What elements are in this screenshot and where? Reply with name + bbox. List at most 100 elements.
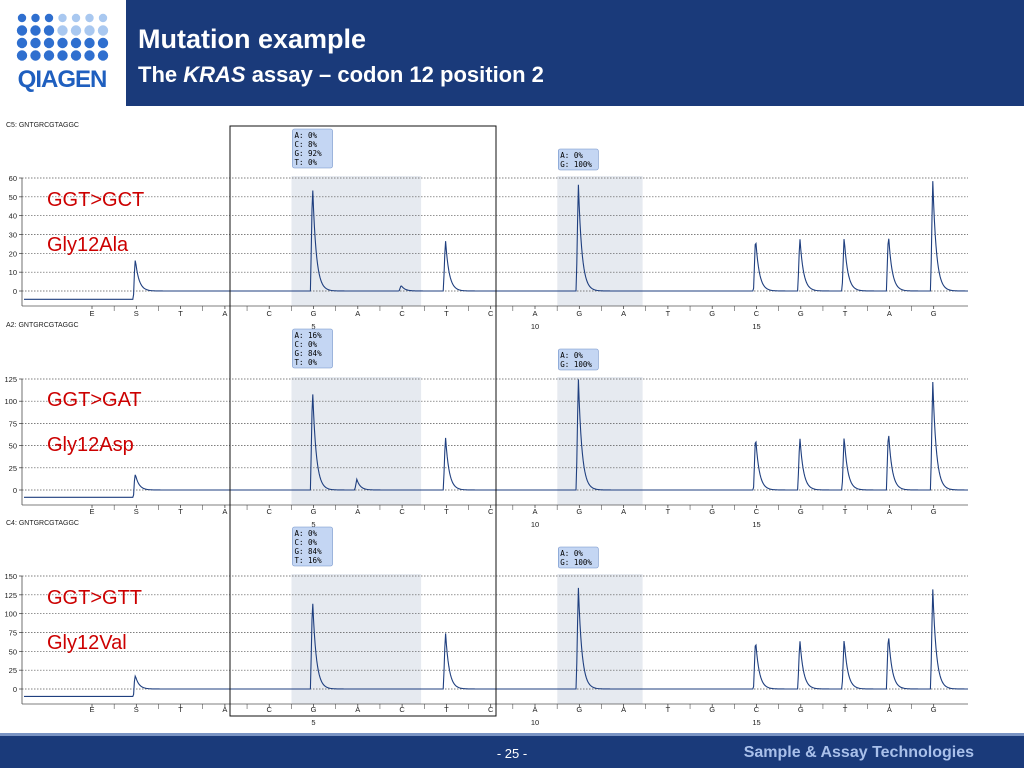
dispensation-label: G <box>709 507 715 516</box>
allele-percent-label: G: 84% <box>295 349 323 358</box>
logo-dot <box>43 37 55 49</box>
allele-percent-label: T: 0% <box>295 158 318 167</box>
dispensation-label: C <box>754 309 760 318</box>
allele-percent-box <box>557 348 599 371</box>
y-tick-label: 0 <box>13 486 17 495</box>
dispensation-label: G <box>311 309 317 318</box>
dispensation-label: T <box>444 507 449 516</box>
y-tick-label: 100 <box>4 610 17 619</box>
dispensation-label: G <box>576 309 582 318</box>
logo-dot <box>97 50 109 61</box>
dispensation-label: A <box>621 507 626 516</box>
page-number: - 25 - <box>496 746 528 761</box>
dispensation-label: G <box>798 705 804 714</box>
y-tick-label: 25 <box>9 666 17 675</box>
page-subtitle: The KRAS assay – codon 12 position 2 <box>138 62 544 88</box>
dispensation-label: G <box>576 705 582 714</box>
dispensation-label: C <box>399 705 405 714</box>
y-tick-label: 75 <box>9 419 17 428</box>
dispensation-label: G <box>931 507 937 516</box>
allele-percent-box <box>292 328 333 369</box>
logo-dot <box>57 50 68 61</box>
position-label: 10 <box>531 718 539 727</box>
dispensation-label: E <box>89 309 94 318</box>
qiagen-logo: QIAGEN <box>0 0 126 106</box>
logo-dot <box>97 25 109 36</box>
logo-dot <box>57 25 68 36</box>
dispensation-label: T <box>444 705 449 714</box>
amino-acid-label: Gly12Val <box>47 632 127 654</box>
dispensation-label: G <box>798 507 804 516</box>
position-label: 10 <box>531 322 539 331</box>
dispensation-label: A <box>887 507 892 516</box>
mutation-label: GGT>GCT <box>47 189 144 211</box>
dispensation-label: E <box>89 507 94 516</box>
position-label: 15 <box>752 322 760 331</box>
allele-percent-label: A: 0% <box>560 549 583 558</box>
dispensation-label: A <box>621 705 626 714</box>
dispensation-label: T <box>178 507 183 516</box>
logo-dot <box>84 25 95 36</box>
logo-dot <box>85 13 94 23</box>
dispensation-label: A <box>532 507 537 516</box>
logo-dot <box>70 37 82 49</box>
subtitle-gene: KRAS <box>183 62 246 87</box>
y-tick-label: 75 <box>9 629 17 638</box>
allele-percent-label: A: 0% <box>295 529 318 538</box>
dispensation-label: A <box>887 309 892 318</box>
logo-dot <box>17 13 27 23</box>
dispensation-label: G <box>931 309 937 318</box>
logo-dot <box>57 37 68 49</box>
logo-dot <box>16 25 28 36</box>
position-label: 5 <box>311 520 315 529</box>
dispensation-label: C <box>754 705 760 714</box>
y-tick-label: 100 <box>4 397 17 406</box>
logo-dot <box>84 37 95 49</box>
y-tick-label: 125 <box>4 375 17 384</box>
dispensation-label: T <box>666 705 671 714</box>
y-tick-label: 0 <box>13 685 17 694</box>
variable-region <box>557 574 643 704</box>
logo-dot <box>84 50 95 61</box>
dispensation-label: E <box>89 705 94 714</box>
position-label: 15 <box>752 718 760 727</box>
logo-wordmark: QIAGEN <box>17 66 108 93</box>
dispensation-label: C <box>266 309 272 318</box>
dispensation-label: C <box>266 507 272 516</box>
pyrogram-panel-2: A2: GNTGRCGTAGGC A: 16%C: 0%G: 84%T: 0% A:… <box>4 322 968 529</box>
logo-dot <box>16 37 28 49</box>
dispensation-label: A <box>355 705 360 714</box>
dispensation-label: S <box>134 705 139 714</box>
dispensation-label: G <box>709 705 715 714</box>
y-tick-label: 50 <box>9 442 17 451</box>
allele-percent-label: A: 0% <box>560 151 583 160</box>
variable-region <box>557 176 643 306</box>
logo-dot <box>70 50 82 61</box>
subtitle-suffix: assay – codon 12 position 2 <box>245 62 544 87</box>
dispensation-label: A <box>355 507 360 516</box>
allele-percent-label: G: 92% <box>295 149 323 158</box>
dispensation-label: C <box>754 507 760 516</box>
dispensation-label: A <box>532 705 537 714</box>
dispensation-label: A <box>532 309 537 318</box>
dispensation-label: T <box>843 705 848 714</box>
dispensation-label: T <box>843 309 848 318</box>
y-tick-label: 50 <box>9 193 17 202</box>
allele-percent-box <box>292 526 333 567</box>
dispensation-label: T <box>843 507 848 516</box>
allele-percent-label: C: 8% <box>295 140 318 149</box>
dispensation-label: T <box>444 309 449 318</box>
allele-percent-label: G: 100% <box>560 558 592 567</box>
sample-label: C4: GNTGRCGTAGGC <box>6 520 79 527</box>
mutation-label: GGT>GAT <box>47 389 142 411</box>
logo-dot <box>43 50 55 61</box>
amino-acid-label: Gly12Ala <box>47 234 129 256</box>
dispensation-label: C <box>488 309 494 318</box>
dispensation-label: A <box>222 705 227 714</box>
dispensation-label: S <box>134 309 139 318</box>
allele-percent-label: A: 0% <box>295 131 318 140</box>
y-tick-label: 125 <box>4 591 17 600</box>
sample-label: C5: GNTGRCGTAGGC <box>6 122 79 129</box>
logo-dot <box>31 13 40 23</box>
